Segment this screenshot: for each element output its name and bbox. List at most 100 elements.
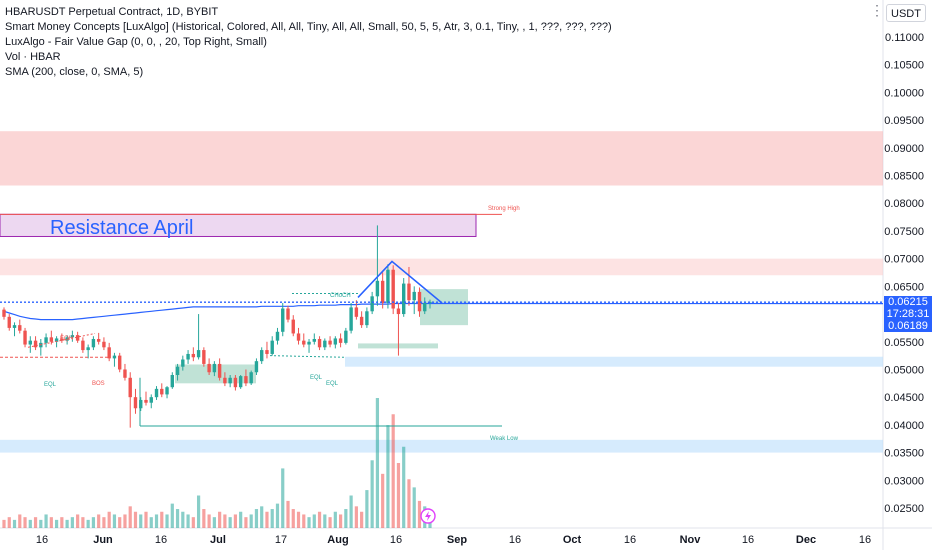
candle-body <box>128 377 132 398</box>
volume-bar <box>412 487 416 528</box>
x-tick-label: 16 <box>859 534 871 546</box>
candle-body <box>2 309 6 317</box>
candle-body <box>96 338 101 342</box>
volume-bar <box>2 519 6 528</box>
supply-zone-lower <box>0 258 883 276</box>
annotation-label: EQL <box>310 375 323 381</box>
volume-bar <box>91 517 96 528</box>
x-tick-label: 16 <box>624 534 636 546</box>
volume-bar <box>286 500 290 528</box>
x-tick-label: Aug <box>327 534 348 546</box>
last-price-tag: 0.06215 17:28:31 <box>884 296 932 321</box>
candle-body <box>139 399 143 409</box>
volume-bar <box>396 463 401 528</box>
y-tick-label: 0.05500 <box>884 337 924 349</box>
volume-bar <box>281 468 285 528</box>
volume-bar <box>228 517 232 528</box>
volume-bar <box>123 514 127 528</box>
candle-body <box>238 376 243 388</box>
volume-bar <box>391 414 395 528</box>
volume-bar <box>118 517 122 528</box>
sma-price-value: 0.06189 <box>888 319 928 332</box>
candle-body <box>396 308 401 315</box>
demand-zone-1 <box>345 356 883 367</box>
candle-body <box>175 366 180 376</box>
candle-body <box>333 338 338 345</box>
candle-body <box>281 308 285 332</box>
legend-sma-indicator[interactable]: SMA (200, close, 0, SMA, 5) <box>5 66 144 78</box>
y-tick-label: 0.04000 <box>884 420 924 432</box>
candle-body <box>60 338 64 341</box>
volume-bar <box>175 509 180 528</box>
candle-body <box>302 340 306 345</box>
candle-body <box>196 350 201 358</box>
volume-bar <box>191 517 195 528</box>
volume-bar <box>181 511 185 528</box>
volume-bar <box>223 514 227 528</box>
volume-bar <box>349 495 353 528</box>
candle-body <box>102 341 106 348</box>
y-tick-label: 0.05000 <box>884 364 924 376</box>
candle-body <box>375 280 380 297</box>
volume-bar <box>354 506 358 528</box>
candle-body <box>65 337 69 341</box>
legend-volume-indicator[interactable]: Vol · HBAR <box>5 51 61 63</box>
x-tick-label: 16 <box>36 534 48 546</box>
volume-bar <box>344 509 348 528</box>
candle-body <box>365 311 369 326</box>
volume-bar <box>296 511 301 528</box>
volume-bar <box>149 517 153 528</box>
legend-smc-indicator[interactable]: Smart Money Concepts [LuxAlgo] (Historic… <box>5 21 612 33</box>
y-tick-label: 0.10500 <box>884 60 924 72</box>
candle-body <box>275 331 280 341</box>
y-tick-label: 0.04500 <box>884 392 924 404</box>
candle-body <box>254 361 259 373</box>
legend-title[interactable]: HBARUSDT Perpetual Contract, 1D, BYBIT <box>5 6 219 18</box>
eqh-line <box>27 332 96 348</box>
volume-bar <box>402 446 406 528</box>
currency-button[interactable]: USDT <box>886 4 926 22</box>
volume-bar <box>65 519 69 528</box>
annotation-label: EQL <box>326 381 339 387</box>
volume-bar <box>317 511 322 528</box>
candle-body <box>81 340 85 351</box>
volume-bar <box>33 517 38 528</box>
volume-bar <box>70 517 74 528</box>
x-tick-label: 16 <box>390 534 402 546</box>
candle-body <box>18 325 22 331</box>
volume-bar <box>270 509 274 528</box>
volume-bar <box>144 511 148 528</box>
volume-bar <box>212 517 216 528</box>
volume-bar <box>275 503 280 528</box>
y-tick-label: 0.06500 <box>884 281 924 293</box>
candle-body <box>249 372 253 384</box>
volume-bar <box>249 514 253 528</box>
volume-bar <box>244 517 248 528</box>
y-tick-label: 0.07000 <box>884 254 924 266</box>
y-tick-label: 0.11000 <box>885 32 924 44</box>
volume-bar <box>218 511 222 528</box>
volume-bar <box>207 514 211 528</box>
volume-bar <box>381 473 385 528</box>
candle-body <box>354 307 359 317</box>
fvg-box <box>420 289 468 326</box>
x-tick-label: Sep <box>447 534 467 546</box>
candle-body <box>170 375 174 388</box>
volume-bar <box>370 460 374 528</box>
candle-body <box>391 269 395 309</box>
legend-fvg-indicator[interactable]: LuxAlgo - Fair Value Gap (0, 0, , 20, To… <box>5 36 267 48</box>
y-tick-label: 0.08500 <box>884 171 924 183</box>
candle-body <box>44 337 48 343</box>
y-tick-label: 0.09000 <box>884 143 924 155</box>
volume-bar <box>133 511 138 528</box>
candle-body <box>118 355 122 370</box>
flash-icon[interactable] <box>420 508 436 524</box>
candle-body <box>160 388 164 395</box>
volume-bar <box>128 506 132 528</box>
more-options-icon[interactable]: ⋮ <box>870 2 884 18</box>
annotation-label: BOS <box>92 381 105 387</box>
volume-bar <box>112 514 117 528</box>
candle-body <box>260 350 264 362</box>
annotation-label: Resistance April <box>50 217 193 239</box>
